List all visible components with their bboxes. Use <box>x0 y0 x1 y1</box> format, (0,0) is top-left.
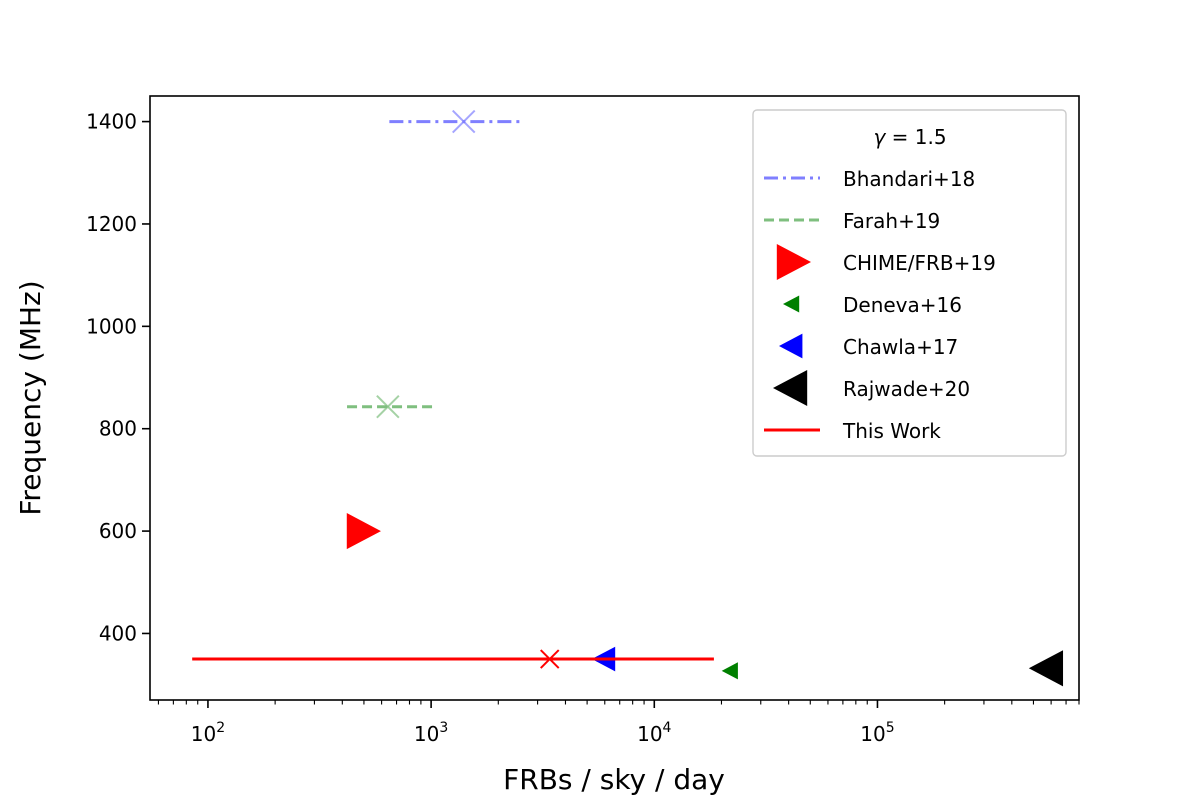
y-axis: 400 600 800 1000 1200 1400 <box>86 110 150 645</box>
legend-marker-swatch <box>773 369 808 407</box>
legend-label: CHIME/FRB+19 <box>843 251 996 275</box>
x-tick-label: 104 <box>637 720 671 746</box>
legend-marker-swatch <box>779 333 803 359</box>
legend-marker-swatch <box>783 295 800 313</box>
legend-marker-swatch <box>776 243 811 281</box>
data-point <box>721 662 738 680</box>
y-tick-label: 1200 <box>86 212 137 236</box>
y-tick-label: 600 <box>99 519 137 543</box>
x-axis-title: FRBs / sky / day <box>503 763 725 796</box>
axes-frame <box>149 95 1080 701</box>
legend-label: Rajwade+20 <box>843 377 970 401</box>
center-x-marker <box>452 109 476 134</box>
y-tick-label: 1400 <box>86 110 137 134</box>
legend-box <box>752 109 1067 457</box>
y-tick-label: 800 <box>99 417 137 441</box>
center-x-marker <box>540 649 560 669</box>
y-tick-label: 1000 <box>86 314 137 338</box>
x-tick-label: 105 <box>860 720 894 746</box>
y-axis-title: Frequency (MHz) <box>14 280 47 515</box>
x-tick-label: 103 <box>414 720 448 746</box>
legend: γ = 1.5 Bhandari+18 Farah+19 CHIME/FRB+19 D… <box>752 109 1067 457</box>
y-tick-label: 400 <box>99 621 137 645</box>
legend-title: γ = 1.5 <box>873 125 946 149</box>
legend-label: Chawla+17 <box>843 335 958 359</box>
center-x-marker <box>376 394 400 419</box>
legend-label: Farah+19 <box>843 209 940 233</box>
x-axis: 102 103 104 105 <box>157 700 1080 746</box>
x-tick-label: 102 <box>191 720 225 746</box>
legend-label: This Work <box>842 419 941 443</box>
legend-label: Bhandari+18 <box>843 167 975 191</box>
legend-label: Deneva+16 <box>843 293 962 317</box>
plot-area <box>192 109 1064 687</box>
data-point <box>1028 650 1064 687</box>
data-point <box>346 513 381 550</box>
